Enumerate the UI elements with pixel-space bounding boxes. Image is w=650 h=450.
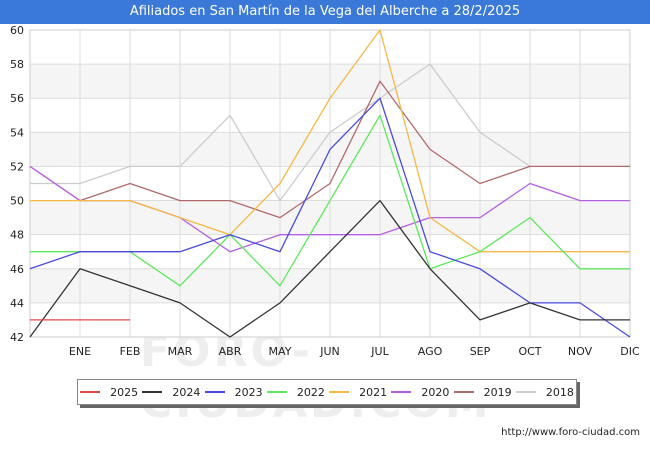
x-tick-label: ENE <box>69 345 91 358</box>
x-axis-ticks: ENE FEB MAR ABR MAY JUN JUL AGO SEP OCT NOV DIC <box>69 345 640 358</box>
legend-label: 2018 <box>545 385 574 399</box>
legend-item-2019: 2019 <box>453 385 512 399</box>
legend-item-2020: 2020 <box>391 386 449 399</box>
x-tick-label: OCT <box>518 345 541 358</box>
legend-label: 2024 <box>172 385 201 399</box>
legend-item-2018: 2018 <box>515 385 574 399</box>
x-tick-label: JUL <box>370 345 389 358</box>
x-tick-label: AGO <box>418 345 443 358</box>
legend-swatch <box>80 391 101 393</box>
y-tick-label: 54 <box>10 126 24 139</box>
y-tick-label: 56 <box>10 92 24 105</box>
x-tick-label: DIC <box>620 345 640 358</box>
x-tick-label: JUN <box>319 345 340 358</box>
legend-label: 2020 <box>421 385 450 399</box>
legend-swatch <box>515 391 536 393</box>
y-tick-label: 48 <box>10 229 24 242</box>
legend-item-2025: 2025 <box>80 386 138 399</box>
y-tick-label: 60 <box>10 24 24 37</box>
legend-item-2024: 2024 <box>142 386 200 399</box>
legend-item-2021: 2021 <box>329 386 387 399</box>
series-line-2021 <box>30 29 630 253</box>
legend-swatch <box>391 391 412 393</box>
x-tick-label: MAY <box>269 345 292 358</box>
legend-swatch <box>329 391 350 393</box>
legend-swatch <box>266 391 287 393</box>
legend-label: 2025 <box>110 385 139 399</box>
legend-label: 2023 <box>234 385 263 399</box>
x-tick-label: FEB <box>120 345 141 358</box>
legend-item-2023: 2023 <box>204 385 263 399</box>
y-tick-label: 42 <box>10 331 24 344</box>
x-tick-label: ABR <box>219 345 242 358</box>
legend-swatch <box>204 391 225 393</box>
y-tick-label: 50 <box>10 195 24 208</box>
y-tick-label: 58 <box>10 58 24 71</box>
legend-label: 2021 <box>359 385 388 399</box>
series-lines <box>29 29 631 338</box>
chart-title: Afiliados en San Martín de la Vega del A… <box>0 0 650 24</box>
source-url[interactable]: http://www.foro-ciudad.com <box>501 427 640 438</box>
legend-label: 2022 <box>296 385 325 399</box>
y-tick-label: 52 <box>10 160 24 173</box>
legend: 2025 2024 2023 2022 2021 2020 2019 2018 <box>77 379 577 405</box>
legend-item-2022: 2022 <box>266 385 325 399</box>
x-tick-label: NOV <box>568 345 593 358</box>
y-axis-ticks: 42 44 46 48 50 52 54 56 58 60 <box>10 24 24 344</box>
series-line-2024 <box>29 199 630 338</box>
x-tick-label: MAR <box>168 345 193 358</box>
series-line-2019 <box>29 80 630 219</box>
legend-swatch <box>142 391 163 393</box>
series-line-2018 <box>30 63 531 202</box>
x-tick-label: SEP <box>470 345 491 358</box>
y-tick-label: 46 <box>10 263 24 276</box>
legend-swatch <box>453 391 474 393</box>
legend-label: 2019 <box>483 385 512 399</box>
y-tick-label: 44 <box>10 297 24 310</box>
